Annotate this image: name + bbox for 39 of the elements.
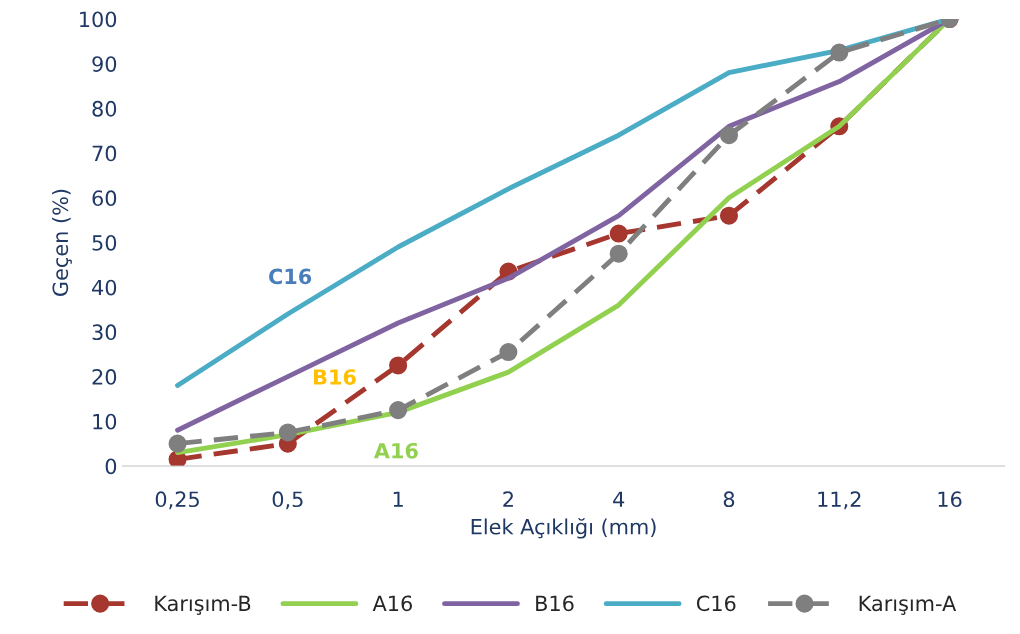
y-tick-label: 60 <box>92 190 117 207</box>
point <box>168 434 187 453</box>
point <box>830 43 849 62</box>
x-tick-label: 0,5 <box>272 491 303 510</box>
legend-label: A16 <box>372 595 412 612</box>
y-tick-label: 80 <box>92 100 117 117</box>
legend-label: Karışım-A <box>859 595 957 615</box>
legend-label: C16 <box>696 595 736 612</box>
point <box>719 126 739 145</box>
legend-label: Karışım-B <box>155 595 251 615</box>
y-tick-label: 70 <box>92 145 117 162</box>
annotation: A16 <box>373 442 418 459</box>
x-tick-label: 8 <box>723 491 735 508</box>
point <box>609 244 628 263</box>
x-tick-label: 0,25 <box>155 491 199 510</box>
y-tick-label: 90 <box>92 56 117 72</box>
point <box>389 356 408 375</box>
x-tick-label: 11,2 <box>818 491 861 510</box>
x-tick-label: 4 <box>613 491 625 507</box>
y-tick-label: 30 <box>92 324 117 341</box>
y-tick-label: 50 <box>92 234 117 251</box>
y-axis-title: Geçen (%) <box>52 189 72 296</box>
y-tick-label: 10 <box>93 413 117 430</box>
y-tick-label: 20 <box>92 369 117 385</box>
point <box>499 342 518 362</box>
y-tick-label: 40 <box>92 279 117 296</box>
point <box>609 224 628 243</box>
x-tick-label: 1 <box>393 491 403 507</box>
legend-label: B16 <box>536 595 574 612</box>
point <box>278 423 297 442</box>
x-tick-label: 2 <box>503 491 513 507</box>
y-tick-label: 100 <box>80 11 117 28</box>
x-axis-title: Elek Açıklığı (mm) <box>471 517 656 539</box>
point <box>719 206 739 225</box>
annotation: C16 <box>269 268 312 285</box>
x-tick-label: 16 <box>938 491 962 508</box>
y-tick-label: 0 <box>105 458 117 475</box>
point <box>389 401 408 420</box>
annotation: B16 <box>314 369 356 385</box>
